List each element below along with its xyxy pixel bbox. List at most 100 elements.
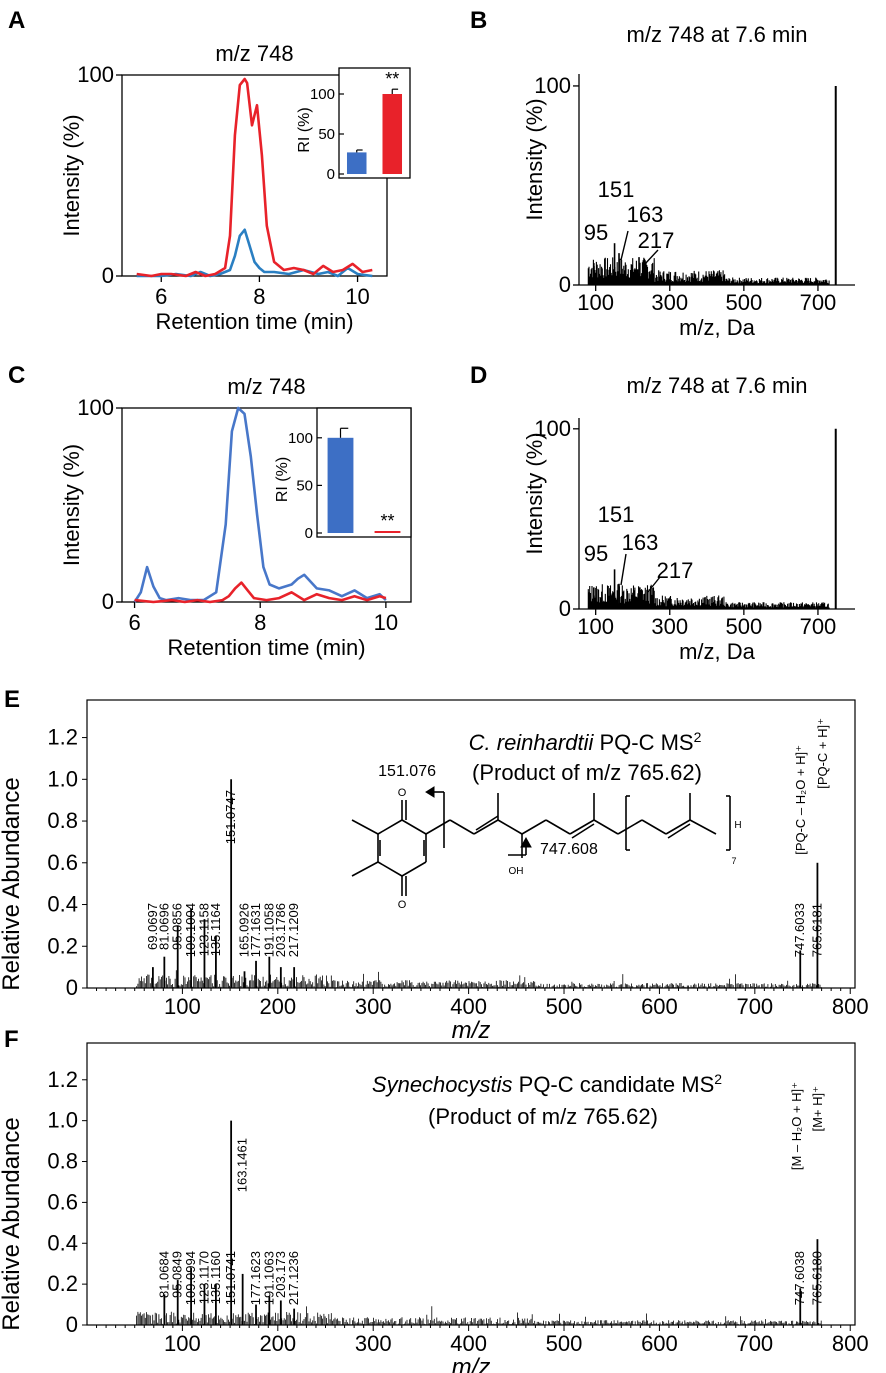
- peak-leader: [647, 576, 661, 593]
- x-tick-label: 600: [641, 994, 678, 1019]
- title-italic: C. reinhardtii: [469, 730, 595, 755]
- y-axis-label: Relative Abundance: [0, 777, 25, 991]
- peak-label: 765.6181: [809, 903, 824, 957]
- chain-double-bond: [475, 815, 499, 831]
- x-tick-label: 300: [355, 1331, 392, 1356]
- x-tick-label: 400: [450, 1331, 487, 1356]
- peak-label: 165.0926: [237, 903, 252, 957]
- y-tick-label: 100: [77, 395, 114, 420]
- x-tick-label: 300: [651, 614, 688, 639]
- y-tick-label: 0: [102, 263, 114, 288]
- title-sup: 2: [714, 1071, 722, 1087]
- peak-label: 109.0994: [183, 1251, 198, 1305]
- red-trace: [134, 581, 387, 604]
- fragment-label-151: 151.076: [378, 763, 436, 780]
- chain-bond: [521, 819, 547, 835]
- x-tick-label: 500: [725, 290, 762, 315]
- peak-label: 203.1786: [273, 903, 288, 957]
- y-tick-label: 1.2: [47, 1067, 78, 1092]
- methyl-bond: [351, 819, 379, 835]
- x-tick-label: 700: [800, 614, 837, 639]
- y-tick-label: 0.2: [47, 933, 78, 958]
- x-tick-label: 8: [253, 284, 265, 309]
- inset-y-tick-label: 50: [296, 477, 313, 494]
- plot-frame: [86, 1042, 856, 1326]
- y-tick-label: 1.0: [47, 766, 78, 791]
- x-tick-label: 500: [725, 614, 762, 639]
- peak-label: 109.1004: [183, 903, 198, 957]
- chain-bond: [473, 819, 499, 835]
- peak-label: 191.1063: [261, 1251, 276, 1305]
- blue-trace: [136, 228, 373, 278]
- y-tick-label: 1.0: [47, 1108, 78, 1133]
- significance-annotation: **: [380, 511, 394, 531]
- y-tick-label: 100: [534, 73, 571, 98]
- chart-title: m/z 748: [227, 374, 305, 399]
- chain-bond: [497, 819, 523, 835]
- peak-label: 765.6180: [809, 1251, 824, 1305]
- x-tick-label: 6: [128, 610, 140, 635]
- peak-label: 163: [627, 202, 664, 227]
- peak-label: 163: [622, 530, 659, 555]
- inset-y-axis-label: RI (%): [296, 107, 313, 152]
- y-tick-label: 100: [534, 416, 571, 441]
- x-tick-label: 400: [450, 994, 487, 1019]
- x-tick-label: 10: [345, 284, 369, 309]
- chain-double-bond: [571, 823, 595, 839]
- plot-frame: [86, 699, 856, 989]
- peak-label: 217: [657, 558, 694, 583]
- x-tick-label: 500: [546, 994, 583, 1019]
- peak-label: 95.0856: [170, 903, 185, 950]
- x-tick-label: 100: [577, 614, 614, 639]
- x-tick-label: 700: [800, 290, 837, 315]
- peak-label: 151.0741: [223, 1251, 238, 1305]
- y-tick-label: 0.6: [47, 850, 78, 875]
- y-tick-label: 0: [66, 975, 78, 1000]
- x-tick-label: 6: [155, 284, 167, 309]
- y-axis-label: Intensity (%): [522, 98, 547, 220]
- x-tick-label: 8: [254, 610, 266, 635]
- x-tick-label: 200: [259, 994, 296, 1019]
- inset-y-tick-label: 100: [310, 86, 335, 103]
- structure-repeat-count: 7: [731, 856, 736, 866]
- spectrum-noise: [587, 257, 830, 285]
- y-axis-label: Intensity (%): [59, 114, 84, 236]
- y-tick-label: 0.2: [47, 1271, 78, 1296]
- red-trace: [136, 77, 373, 278]
- peak-label: 217: [638, 228, 675, 253]
- chain-bond: [641, 819, 667, 835]
- chart-title: m/z 748 at 7.6 min: [627, 22, 808, 47]
- y-tick-label: 0: [559, 596, 571, 621]
- inset-bar: [382, 94, 403, 174]
- chart-title: m/z 748: [215, 41, 293, 66]
- x-tick-label: 800: [832, 1331, 869, 1356]
- peak-label: 135.1160: [208, 1251, 223, 1304]
- peak-label: 81.0696: [156, 903, 171, 950]
- peak-label: 747.6038: [792, 1251, 807, 1305]
- chart-subtitle: (Product of m/z 765.62): [428, 1104, 658, 1129]
- structure-atom-o: O: [398, 787, 407, 799]
- peak-label: 69.0697: [145, 903, 160, 950]
- x-axis-label: m/z, Da: [679, 639, 756, 664]
- chain-bond: [665, 819, 691, 835]
- peak-label: 163.1461: [235, 1138, 250, 1192]
- x-tick-label: 700: [736, 1331, 773, 1356]
- fragment-label-747: 747.608: [540, 841, 598, 858]
- title-sup: 2: [694, 729, 702, 745]
- ring-bond: [377, 861, 403, 877]
- x-axis-label: Retention time (min): [155, 309, 353, 334]
- chain-bond: [545, 819, 571, 835]
- x-axis-label: m/z, Da: [679, 315, 756, 340]
- x-tick-label: 100: [164, 1331, 201, 1356]
- x-axis-label: Retention time (min): [167, 635, 365, 660]
- spectrum-noise: [136, 970, 822, 988]
- ring-bond: [401, 819, 427, 835]
- x-tick-label: 300: [651, 290, 688, 315]
- x-tick-label: 10: [374, 610, 398, 635]
- x-axis-label: m/z: [452, 1354, 491, 1373]
- cleavage-arrowhead: [425, 786, 435, 798]
- peak-label: 191.1058: [261, 903, 276, 957]
- y-tick-label: 100: [77, 62, 114, 87]
- panel-letter-a: A: [8, 7, 25, 34]
- peak-label: 217.1209: [286, 903, 301, 957]
